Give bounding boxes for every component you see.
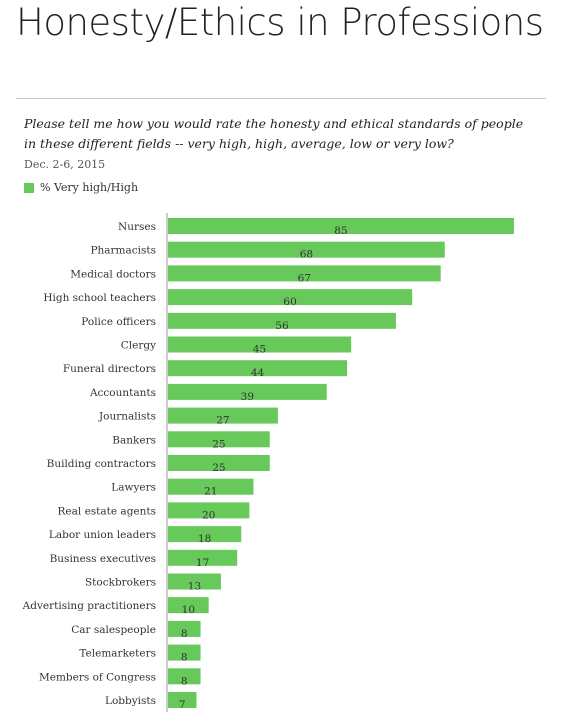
category-label: Lobbyists — [105, 695, 156, 707]
category-label: Clergy — [121, 340, 156, 352]
bar — [168, 218, 514, 234]
title-divider — [16, 98, 546, 99]
value-label: 68 — [300, 249, 313, 261]
bar — [168, 573, 221, 590]
category-label: Police officers — [81, 316, 156, 328]
bar — [168, 526, 242, 543]
value-label: 7 — [179, 699, 186, 711]
bar — [168, 620, 201, 637]
value-label: 21 — [204, 486, 217, 498]
bar — [168, 312, 396, 329]
value-label: 45 — [253, 344, 266, 356]
bar — [168, 455, 270, 471]
category-label: Advertising practitioners — [22, 600, 156, 612]
category-label: Building contractors — [47, 458, 156, 470]
bar-chart: Nurses 85 Pharmacists 68 Medical doctors 67 Hi… — [22, 213, 514, 712]
chart-legend: % Very high/High — [24, 181, 138, 194]
category-label: Pharmacists — [90, 245, 156, 257]
value-label: 10 — [182, 604, 195, 616]
value-label: 44 — [251, 367, 265, 379]
value-label: 27 — [216, 415, 229, 427]
bar — [168, 383, 327, 400]
bar — [168, 668, 201, 685]
survey-date: Dec. 2-6, 2015 — [24, 158, 106, 171]
category-label: Real estate agents — [58, 505, 157, 517]
value-label: 56 — [275, 320, 289, 332]
value-label: 39 — [241, 391, 254, 403]
value-label: 67 — [298, 272, 311, 284]
bar — [168, 692, 197, 708]
category-label: Funeral directors — [63, 363, 156, 375]
category-label: Nurses — [118, 221, 156, 233]
value-label: 20 — [202, 509, 215, 521]
survey-question: Please tell me how you would rate the ho… — [24, 116, 524, 151]
bar — [168, 360, 348, 377]
category-label: Members of Congress — [39, 671, 156, 683]
bar — [168, 265, 441, 282]
category-label: Medical doctors — [70, 268, 156, 280]
value-label: 25 — [212, 462, 225, 474]
bar — [168, 431, 270, 448]
category-label: High school teachers — [43, 292, 156, 304]
category-label: Telemarketers — [79, 648, 156, 660]
value-label: 17 — [196, 557, 209, 569]
page-title: Honesty/Ethics in Professions — [16, 1, 544, 44]
value-label: 85 — [334, 225, 347, 237]
value-label: 25 — [212, 438, 225, 450]
bar — [168, 478, 254, 495]
category-label: Labor union leaders — [49, 529, 156, 541]
bar — [168, 502, 250, 519]
bar — [168, 597, 209, 614]
bar — [168, 241, 445, 258]
legend-swatch — [24, 182, 34, 193]
value-label: 13 — [188, 581, 201, 593]
bar — [168, 407, 278, 424]
value-label: 60 — [283, 296, 296, 308]
category-label: Car salespeople — [71, 624, 156, 636]
bar — [168, 289, 413, 306]
category-label: Lawyers — [111, 482, 156, 494]
bar — [168, 549, 238, 566]
legend-label: % Very high/High — [40, 181, 139, 194]
value-label: 8 — [181, 628, 188, 640]
bar — [168, 336, 352, 353]
category-label: Stockbrokers — [85, 577, 156, 589]
category-label: Bankers — [112, 434, 156, 446]
value-label: 18 — [198, 533, 211, 545]
category-label: Journalists — [98, 411, 156, 423]
value-label: 8 — [181, 652, 188, 664]
value-label: 8 — [181, 675, 188, 687]
category-label: Business executives — [50, 553, 156, 565]
category-label: Accountants — [89, 387, 156, 399]
bar — [168, 644, 201, 661]
